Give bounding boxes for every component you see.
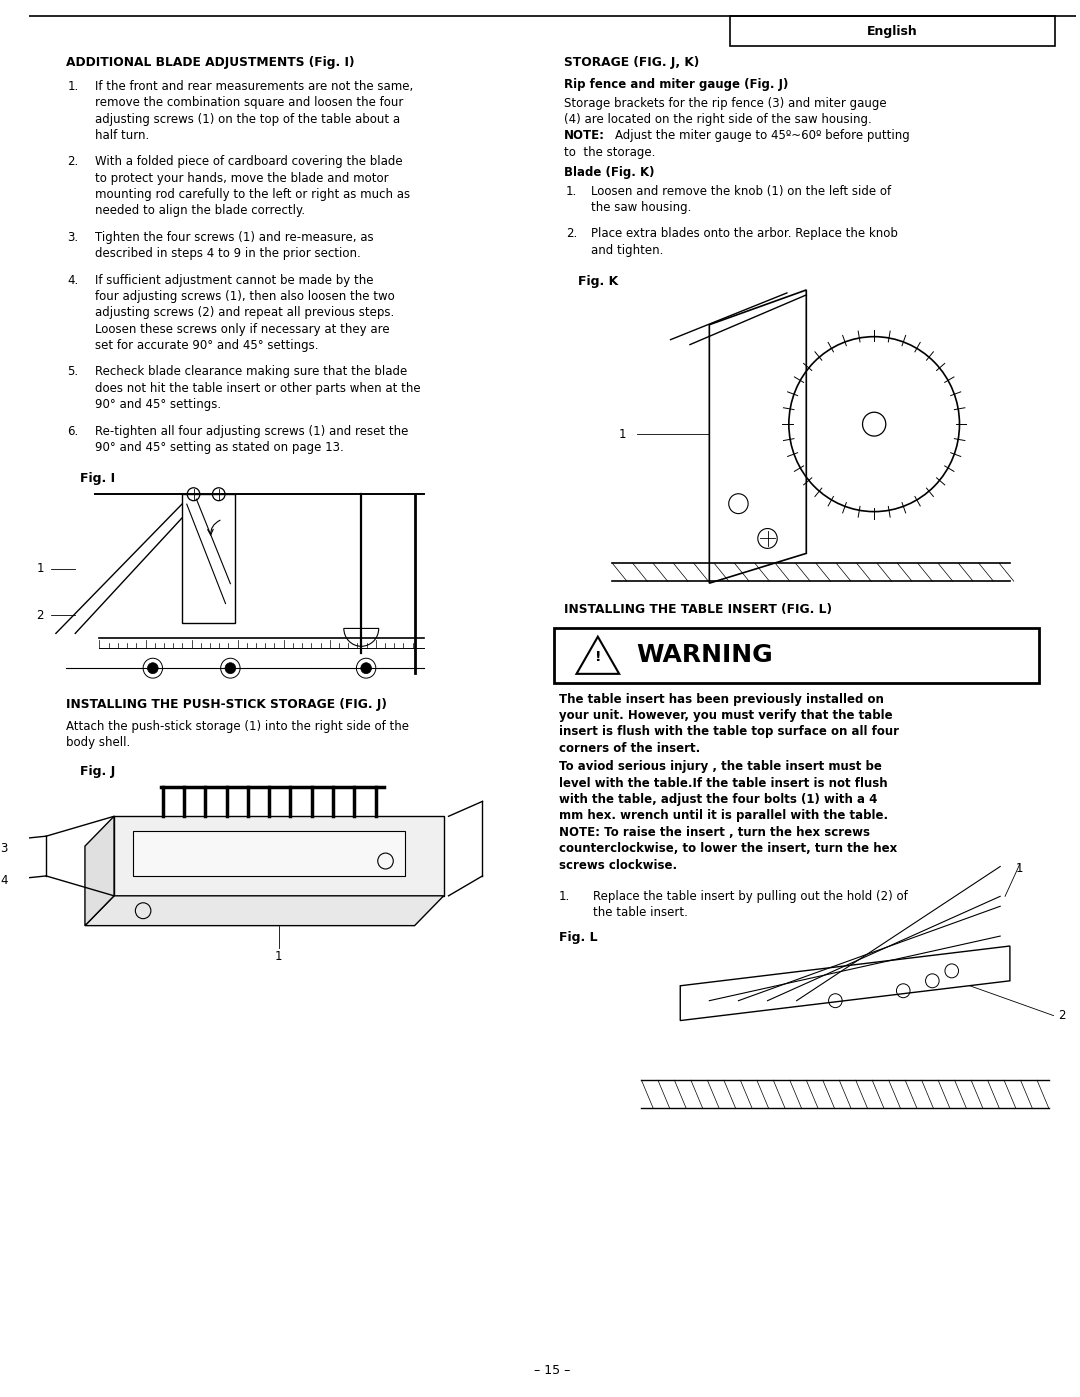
Text: INSTALLING THE PUSH-STICK STORAGE (FIG. J): INSTALLING THE PUSH-STICK STORAGE (FIG. … — [66, 698, 387, 711]
Text: four adjusting screws (1), then also loosen the two: four adjusting screws (1), then also loo… — [95, 291, 394, 303]
Text: Fig. L: Fig. L — [559, 932, 597, 944]
Text: level with the table.If the table insert is not flush: level with the table.If the table insert… — [559, 777, 888, 789]
Circle shape — [361, 662, 372, 673]
Text: NOTE: To raise the insert , turn the hex screws: NOTE: To raise the insert , turn the hex… — [559, 826, 870, 838]
Bar — [554, 627, 1039, 683]
Text: 1.: 1. — [559, 890, 570, 902]
Text: 90° and 45° settings.: 90° and 45° settings. — [95, 398, 220, 411]
Text: mm hex. wrench until it is parallel with the table.: mm hex. wrench until it is parallel with… — [559, 809, 888, 823]
Polygon shape — [680, 946, 1010, 1021]
Text: 1: 1 — [619, 427, 625, 440]
Text: Loosen and remove the knob (1) on the left side of: Loosen and remove the knob (1) on the le… — [591, 184, 891, 197]
Text: 1.: 1. — [67, 80, 79, 92]
Text: 90° and 45° setting as stated on page 13.: 90° and 45° setting as stated on page 13… — [95, 441, 343, 454]
Text: remove the combination square and loosen the four: remove the combination square and loosen… — [95, 96, 403, 109]
Text: with the table, adjust the four bolts (1) with a 4: with the table, adjust the four bolts (1… — [559, 793, 877, 806]
Polygon shape — [710, 291, 807, 583]
Text: your unit. However, you must verify that the table: your unit. However, you must verify that… — [559, 708, 893, 722]
Polygon shape — [85, 816, 114, 926]
Text: and tighten.: and tighten. — [591, 243, 663, 257]
Polygon shape — [114, 816, 444, 895]
Circle shape — [225, 662, 235, 673]
Text: Fig. K: Fig. K — [579, 275, 619, 288]
Text: 4: 4 — [0, 875, 8, 887]
Text: If the front and rear measurements are not the same,: If the front and rear measurements are n… — [95, 80, 413, 92]
Text: Fig. J: Fig. J — [80, 764, 116, 778]
Wedge shape — [343, 629, 379, 647]
Bar — [134, 831, 405, 876]
Text: Attach the push-stick storage (1) into the right side of the: Attach the push-stick storage (1) into t… — [66, 719, 408, 733]
Text: STORAGE (FIG. J, K): STORAGE (FIG. J, K) — [564, 56, 699, 68]
Text: With a folded piece of cardboard covering the blade: With a folded piece of cardboard coverin… — [95, 155, 402, 168]
Text: English: English — [867, 25, 918, 38]
Text: If sufficient adjustment cannot be made by the: If sufficient adjustment cannot be made … — [95, 274, 374, 286]
Text: does not hit the table insert or other parts when at the: does not hit the table insert or other p… — [95, 381, 420, 395]
Text: Rip fence and miter gauge (Fig. J): Rip fence and miter gauge (Fig. J) — [564, 78, 788, 91]
Bar — [181, 495, 235, 623]
Text: set for accurate 90° and 45° settings.: set for accurate 90° and 45° settings. — [95, 339, 319, 352]
Text: the table insert.: the table insert. — [593, 907, 688, 919]
Text: 1: 1 — [275, 950, 283, 964]
Text: the saw housing.: the saw housing. — [591, 201, 691, 214]
Text: Adjust the miter gauge to 45º~60º before putting: Adjust the miter gauge to 45º~60º before… — [616, 130, 910, 142]
Text: 2.: 2. — [67, 155, 79, 168]
Text: Storage brackets for the rip fence (3) and miter gauge: Storage brackets for the rip fence (3) a… — [564, 96, 887, 109]
Text: NOTE:: NOTE: — [564, 130, 605, 142]
Text: !: ! — [595, 650, 602, 664]
Text: 1: 1 — [1016, 862, 1024, 875]
Text: Blade (Fig. K): Blade (Fig. K) — [564, 166, 654, 179]
Text: Fig. I: Fig. I — [80, 472, 116, 485]
Text: 5.: 5. — [67, 366, 79, 379]
Text: INSTALLING THE TABLE INSERT (FIG. L): INSTALLING THE TABLE INSERT (FIG. L) — [564, 604, 832, 616]
Text: – 15 –: – 15 – — [535, 1365, 570, 1377]
Text: 2.: 2. — [566, 228, 577, 240]
Text: adjusting screws (2) and repeat all previous steps.: adjusting screws (2) and repeat all prev… — [95, 306, 394, 320]
Text: corners of the insert.: corners of the insert. — [559, 742, 700, 754]
Polygon shape — [85, 895, 444, 926]
Text: insert is flush with the table top surface on all four: insert is flush with the table top surfa… — [559, 725, 899, 739]
Text: Recheck blade clearance making sure that the blade: Recheck blade clearance making sure that… — [95, 366, 407, 379]
Text: (4) are located on the right side of the saw housing.: (4) are located on the right side of the… — [564, 113, 872, 126]
Text: The table insert has been previously installed on: The table insert has been previously ins… — [559, 693, 883, 705]
Text: described in steps 4 to 9 in the prior section.: described in steps 4 to 9 in the prior s… — [95, 247, 361, 260]
Text: 2: 2 — [1058, 1009, 1066, 1023]
Text: Place extra blades onto the arbor. Replace the knob: Place extra blades onto the arbor. Repla… — [591, 228, 897, 240]
Text: Re-tighten all four adjusting screws (1) and reset the: Re-tighten all four adjusting screws (1)… — [95, 425, 408, 437]
Text: 4.: 4. — [67, 274, 79, 286]
Text: 2: 2 — [37, 609, 44, 622]
Text: 3.: 3. — [67, 231, 79, 244]
Text: to protect your hands, move the blade and motor: to protect your hands, move the blade an… — [95, 172, 389, 184]
Text: adjusting screws (1) on the top of the table about a: adjusting screws (1) on the top of the t… — [95, 113, 400, 126]
Text: mounting rod carefully to the left or right as much as: mounting rod carefully to the left or ri… — [95, 189, 409, 201]
Text: Tighten the four screws (1) and re-measure, as: Tighten the four screws (1) and re-measu… — [95, 231, 374, 244]
Text: half turn.: half turn. — [95, 129, 149, 142]
Text: 3: 3 — [0, 841, 8, 855]
Text: needed to align the blade correctly.: needed to align the blade correctly. — [95, 204, 305, 218]
Text: 6.: 6. — [67, 425, 79, 437]
Text: Loosen these screws only if necessary at they are: Loosen these screws only if necessary at… — [95, 323, 389, 335]
Text: to  the storage.: to the storage. — [564, 145, 656, 159]
Bar — [730, 17, 1055, 46]
Text: counterclockwise, to lower the insert, turn the hex: counterclockwise, to lower the insert, t… — [559, 842, 897, 855]
Text: WARNING: WARNING — [636, 643, 773, 668]
Text: To aviod serious injury , the table insert must be: To aviod serious injury , the table inse… — [559, 760, 882, 773]
Text: 1.: 1. — [566, 184, 577, 197]
Text: ADDITIONAL BLADE ADJUSTMENTS (Fig. I): ADDITIONAL BLADE ADJUSTMENTS (Fig. I) — [66, 56, 354, 68]
Text: 1: 1 — [37, 562, 44, 576]
Text: body shell.: body shell. — [66, 736, 130, 749]
Text: screws clockwise.: screws clockwise. — [559, 859, 677, 872]
Text: Replace the table insert by pulling out the hold (2) of: Replace the table insert by pulling out … — [593, 890, 908, 902]
Polygon shape — [577, 637, 619, 673]
Circle shape — [148, 662, 158, 673]
